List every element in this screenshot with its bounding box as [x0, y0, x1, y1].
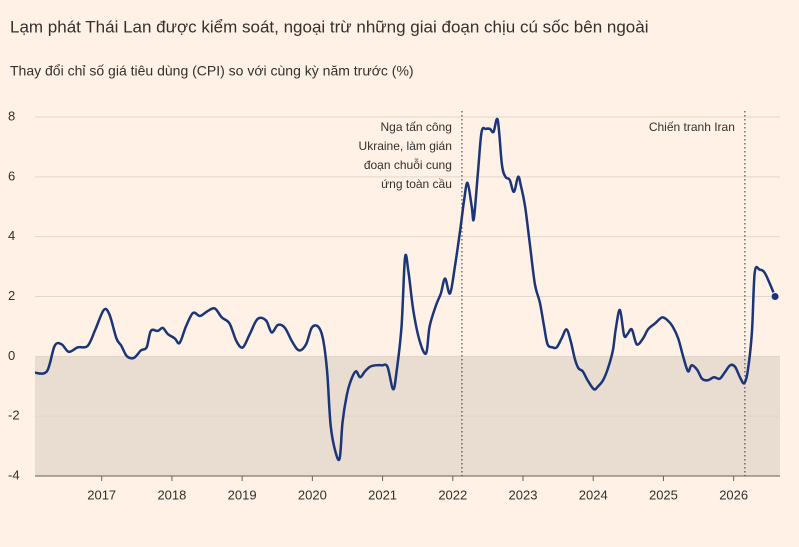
annotation: ứng toàn cầu: [381, 177, 452, 191]
annotation: đoạn chuỗi cung: [364, 157, 452, 172]
x-tick-label: 2022: [438, 487, 467, 502]
x-tick-label: 2020: [298, 487, 327, 502]
x-tick-label: 2018: [157, 487, 186, 502]
cpi-line: [34, 117, 777, 462]
annotation: Chiến tranh Iran: [649, 120, 735, 134]
x-tick-label: 2025: [649, 487, 678, 502]
x-tick-label: 2021: [368, 487, 397, 502]
x-tick-label: 2023: [509, 487, 538, 502]
end-point: [770, 291, 780, 301]
y-tick-label: 0: [8, 348, 15, 363]
y-tick-label: -4: [8, 467, 20, 482]
annotation: Ukraine, làm gián: [359, 139, 452, 153]
x-tick-label: 2024: [579, 487, 608, 502]
x-tick-label: 2019: [228, 487, 257, 502]
x-tick-label: 2026: [719, 487, 748, 502]
y-tick-label: 6: [8, 168, 15, 183]
y-tick-label: 4: [8, 228, 15, 243]
y-tick-label: 8: [8, 108, 15, 123]
chart-title: Lạm phát Thái Lan được kiểm soát, ngoại …: [10, 17, 648, 36]
chart-subtitle: Thay đổi chỉ số giá tiêu dùng (CPI) so v…: [10, 63, 414, 79]
annotation: Nga tấn công: [381, 120, 452, 134]
x-tick-label: 2017: [87, 487, 116, 502]
y-tick-label: -2: [8, 408, 20, 423]
y-tick-label: 2: [8, 288, 15, 303]
